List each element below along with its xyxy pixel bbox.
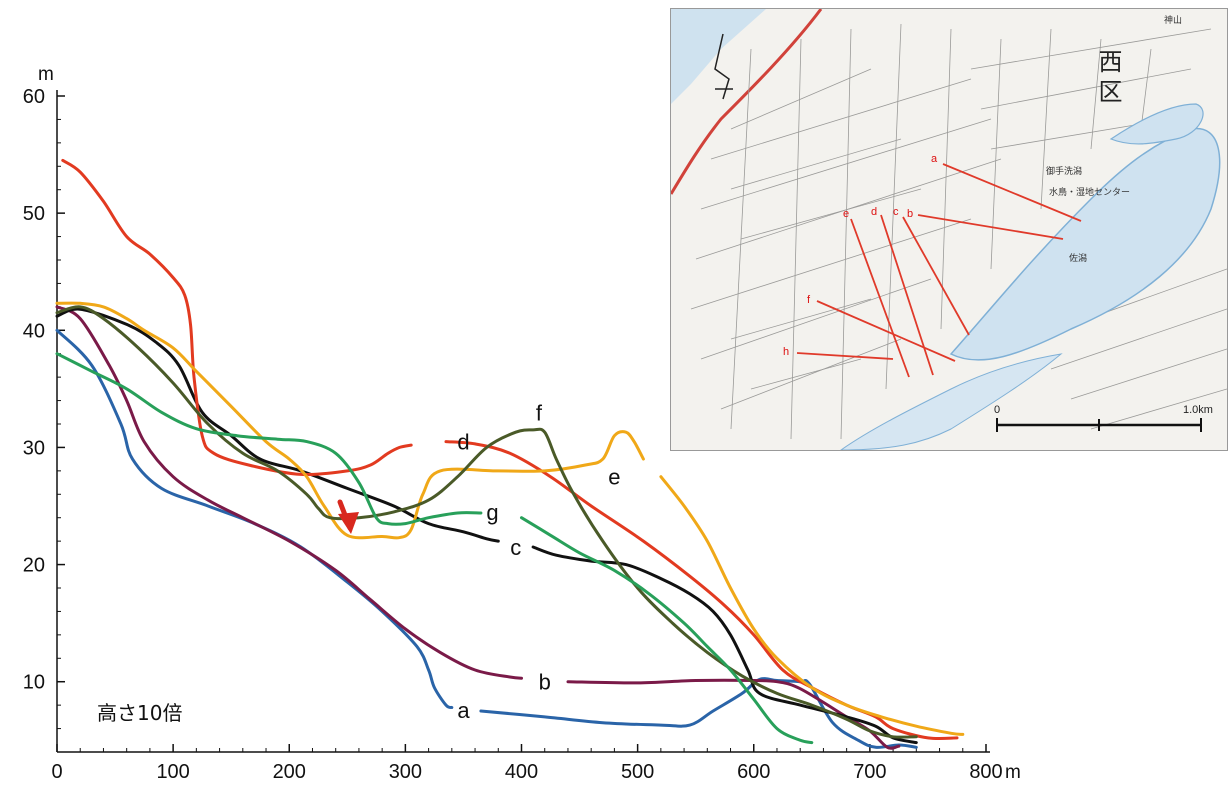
scale-end-label: 1.0km	[1183, 404, 1213, 416]
profile-line-h	[796, 352, 894, 360]
y-tick-label: 60	[23, 86, 45, 108]
profile-line-f	[816, 300, 956, 362]
series-label-group: a b c d e f g	[457, 400, 620, 723]
scale-start-label: 0	[994, 404, 1000, 416]
series-line-d-part2	[444, 440, 959, 741]
series-label-b: b	[539, 670, 551, 695]
profile-label-c: c	[893, 206, 899, 218]
series-line-g-part2	[520, 516, 814, 745]
series-line-e-part2	[659, 475, 965, 736]
y-tick-label: 30	[23, 437, 45, 459]
series-line-f	[55, 305, 918, 739]
profile-label-f: f	[807, 294, 811, 306]
series-group	[55, 158, 965, 750]
north-arrow	[714, 33, 733, 100]
profile-labels: a b c d e f h	[783, 153, 938, 358]
profile-line-a	[942, 163, 1082, 222]
x-tick-label: 700	[853, 761, 886, 783]
place-label-center: 水鳥・湿地センター	[1049, 186, 1130, 198]
lake-sakata	[949, 127, 1221, 361]
profile-label-b: b	[907, 208, 913, 220]
series-label-a: a	[457, 698, 470, 723]
series-line-c	[55, 307, 500, 543]
scale-bar: 0 1.0km	[994, 404, 1213, 432]
series-line-b-part2	[566, 678, 901, 750]
location-map: 西区 神山 御手洗潟 水鳥・湿地センター 佐潟 a b c d e f h	[670, 8, 1228, 451]
series-label-f: f	[536, 400, 543, 425]
series-line-a	[55, 328, 454, 709]
x-tick-label: 0	[51, 761, 62, 783]
lake-mitarashi	[1109, 103, 1204, 145]
series-line-g	[55, 352, 483, 526]
y-tick-group: 10 20 30 40 50 60	[23, 86, 65, 730]
x-tick-label: 300	[389, 761, 422, 783]
chart-axes: m m	[38, 64, 1021, 783]
height-scale-note: 高さ10倍	[97, 701, 182, 725]
series-line-d	[61, 158, 413, 477]
series-line-e	[55, 301, 645, 540]
x-tick-label: 800	[969, 761, 1002, 783]
x-axis-unit: m	[1005, 762, 1021, 783]
x-tick-label: 400	[505, 761, 538, 783]
coast-road	[671, 9, 823, 195]
profile-label-a: a	[931, 153, 938, 165]
profile-label-d: d	[871, 206, 877, 218]
series-label-e: e	[608, 465, 620, 490]
lake-label: 佐潟	[1069, 252, 1087, 264]
series-line-b	[55, 305, 523, 680]
sea-area	[671, 9, 766, 104]
y-tick-label: 40	[23, 320, 45, 342]
profile-line-c	[902, 216, 970, 336]
profile-label-e: e	[843, 208, 849, 220]
series-label-c: c	[510, 535, 521, 560]
profile-line-b	[917, 214, 1064, 240]
series-label-d: d	[457, 430, 469, 455]
x-tick-label: 600	[737, 761, 770, 783]
series-line-a-part2	[479, 677, 918, 749]
map-grid-lines	[690, 23, 1227, 440]
profile-label-h: h	[783, 346, 789, 358]
series-label-g: g	[486, 500, 498, 525]
y-tick-label: 50	[23, 203, 45, 225]
red-arrow-marker	[337, 499, 359, 534]
district-label: 西区	[1094, 49, 1122, 109]
y-tick-label: 20	[23, 555, 45, 577]
y-tick-label: 10	[23, 672, 45, 694]
x-tick-label: 500	[621, 761, 654, 783]
top-place-label: 神山	[1164, 14, 1182, 26]
profile-line-e	[850, 218, 910, 378]
wetland-area	[840, 353, 1063, 450]
x-tick-label: 100	[156, 761, 189, 783]
place-label-mitarashi: 御手洗潟	[1046, 165, 1082, 177]
profile-lines	[796, 163, 1082, 378]
x-tick-label: 200	[273, 761, 306, 783]
y-axis-unit: m	[38, 64, 54, 85]
x-tick-group: 0 100 200 300 400 500 600 700 800	[51, 744, 1003, 783]
